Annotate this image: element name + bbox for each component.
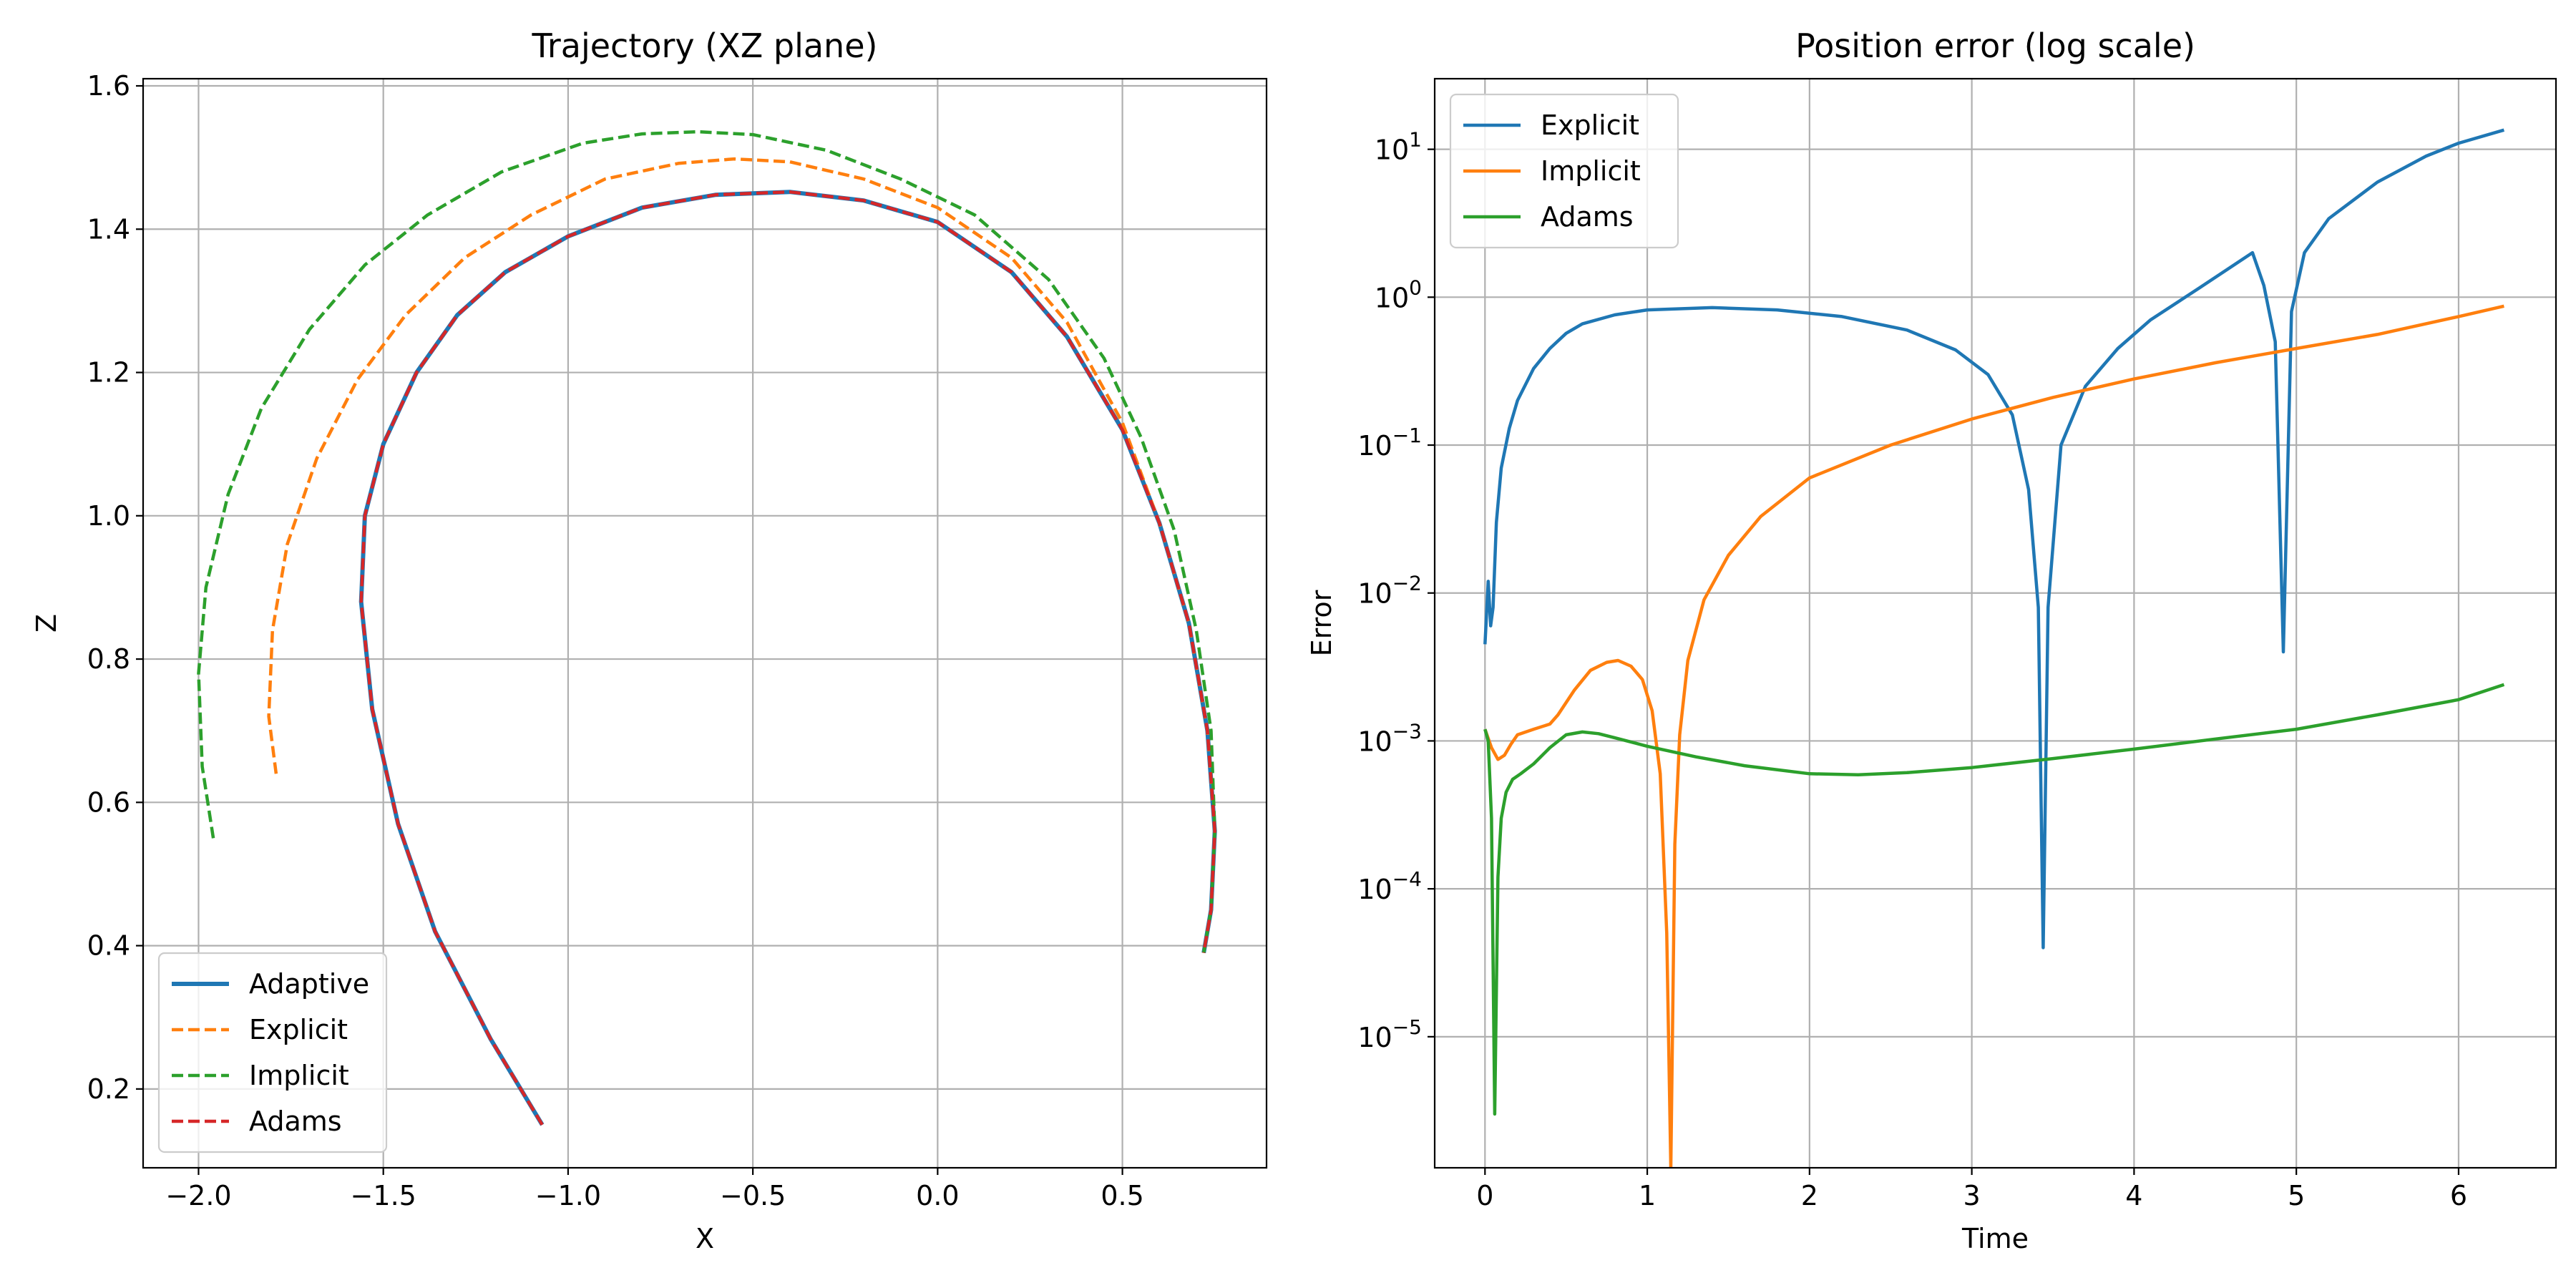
- x-tick-label: −2.0: [165, 1180, 231, 1211]
- legend-label: Adams: [249, 1106, 342, 1137]
- series-line-explicit: [1483, 128, 2505, 950]
- legend-label: Explicit: [249, 1014, 348, 1045]
- x-tick-label: −1.0: [535, 1180, 601, 1211]
- series-group: [197, 130, 1217, 1126]
- x-tick-label: 0.5: [1101, 1180, 1143, 1211]
- y-axis-label: Error: [1306, 590, 1337, 656]
- x-tick-label: 0.0: [916, 1180, 959, 1211]
- x-tick-label: 4: [2125, 1180, 2142, 1211]
- series-group: [1483, 128, 2505, 1168]
- x-tick-label: 1: [1639, 1180, 1656, 1211]
- legend: Adaptive Explicit Implicit Adams: [157, 952, 388, 1153]
- x-tick-label: 0: [1476, 1180, 1493, 1211]
- legend-label: Adams: [1541, 201, 1634, 233]
- x-tick-label: 2: [1801, 1180, 1818, 1211]
- legend-box: [157, 952, 388, 1153]
- x-tick-label: 3: [1963, 1180, 1981, 1211]
- y-tick-label: 1.2: [87, 357, 130, 389]
- series-line-adams: [359, 190, 1216, 1126]
- y-tick-label: 100: [1375, 275, 1422, 313]
- legend-box: [1449, 93, 1679, 249]
- legend-label: Implicit: [249, 1060, 349, 1091]
- legend-label: Implicit: [1541, 155, 1641, 187]
- x-tick-label: 6: [2450, 1180, 2467, 1211]
- x-tick-label: −0.5: [720, 1180, 786, 1211]
- series-line-implicit: [1483, 304, 2504, 1168]
- y-tick-label: 10−5: [1357, 1015, 1422, 1053]
- series-line-implicit: [197, 130, 1216, 953]
- error-panel: 0 1 2 3 4 5 6 10−5 10−4 10−3 10−2 10−1 100 101 Positio…: [1306, 26, 2557, 1254]
- y-tick-label: 0.2: [87, 1073, 130, 1105]
- y-tick-label: 0.6: [87, 786, 130, 818]
- y-tick-label: 10−1: [1357, 424, 1422, 462]
- x-tick-label: −1.5: [351, 1180, 416, 1211]
- x-axis-label: X: [696, 1223, 714, 1254]
- y-tick-label: 1.6: [87, 70, 130, 102]
- y-tick-label: 10−4: [1357, 867, 1422, 905]
- chart-title: Position error (log scale): [1795, 26, 2195, 65]
- chart-title: Trajectory (XZ plane): [532, 26, 878, 65]
- trajectory-panel: −2.0 −1.5 −1.0 −0.5 0.0 0.5 0.2 0.4 0.6 0.8 1.0 1.2…: [31, 26, 1268, 1254]
- y-tick-label: 101: [1375, 128, 1422, 166]
- series-line-adams: [1483, 683, 2505, 1116]
- legend-label: Explicit: [1541, 109, 1639, 141]
- y-tick-label: 0.4: [87, 930, 130, 962]
- legend: Explicit Implicit Adams: [1449, 93, 1679, 249]
- axes-frame: [142, 77, 1268, 1169]
- x-axis-label: Time: [1961, 1223, 2029, 1254]
- y-axis-label: Z: [31, 614, 62, 633]
- legend-label: Adaptive: [249, 968, 369, 1000]
- y-tick-label: 0.8: [87, 643, 130, 675]
- y-tick-label: 1.4: [87, 213, 130, 245]
- x-tick-label: 5: [2288, 1180, 2305, 1211]
- series-line-explicit: [267, 157, 1216, 953]
- y-tick-label: 10−2: [1357, 572, 1422, 610]
- axes-frame: [1433, 77, 2557, 1169]
- y-tick-label: 1.0: [87, 500, 130, 532]
- y-tick-label: 10−3: [1357, 719, 1422, 757]
